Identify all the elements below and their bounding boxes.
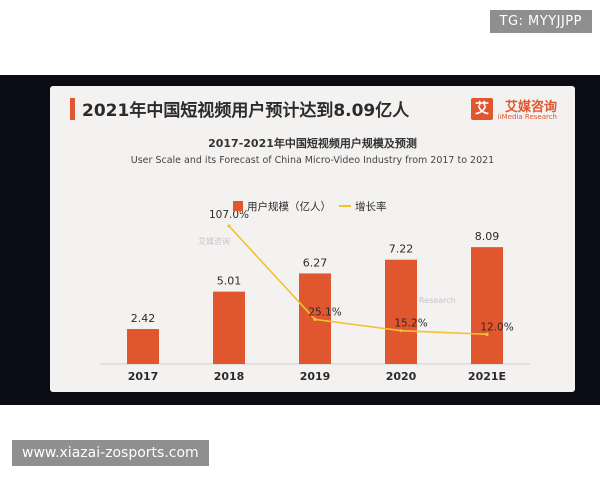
growth-rate-label: 12.0% [480, 321, 513, 333]
bar-2020 [385, 259, 417, 364]
x-tick-label: 2020 [386, 370, 417, 383]
bar-2017 [127, 329, 159, 364]
bar-value-label: 2.42 [131, 312, 156, 325]
growth-rate-line [228, 225, 488, 336]
website-badge: www.xiazai-zosports.com [12, 440, 209, 466]
growth-rate-label: 25.1% [308, 306, 341, 318]
chart-card: 2021年中国短视频用户预计达到8.09亿人 艾 艾媒咨询 iiMedia Re… [50, 86, 575, 392]
growth-point [227, 224, 231, 228]
brand-subtitle: iiMedia Research [497, 113, 557, 121]
growth-point [485, 332, 489, 336]
chart-title: 2017-2021年中国短视频用户规模及预测 [208, 137, 417, 150]
x-tick-label: 2021E [468, 370, 506, 383]
title-accent-bar [70, 98, 75, 120]
growth-point [399, 329, 403, 333]
x-tick-label: 2017 [128, 370, 159, 383]
page-title: 2021年中国短视频用户预计达到8.09亿人 [82, 101, 410, 121]
x-tick-label: 2019 [300, 370, 331, 383]
growth-point [313, 317, 317, 321]
chart-plot: 2.42 2017 5.01 2018 6.27 2019 7.22 2020 8.09 2021… [100, 200, 530, 383]
bar-value-label: 6.27 [303, 256, 328, 269]
legend-label-line: 增长率 [355, 200, 387, 213]
watermark-text: 艾媒咨询 [198, 237, 230, 246]
brand-name: 艾媒咨询 [504, 100, 557, 115]
bar-value-label: 5.01 [217, 275, 242, 288]
telegram-badge: TG: MYYJJPP [489, 10, 592, 33]
bar-2021E [471, 247, 503, 364]
x-tick-label: 2018 [214, 370, 245, 383]
bar-value-label: 8.09 [475, 230, 500, 243]
watermark-text: iiMedia Research [388, 296, 456, 305]
legend-label-bar: 用户规模（亿人） [247, 200, 331, 213]
growth-rate-label: 15.2% [394, 318, 427, 330]
bar-value-label: 7.22 [389, 243, 414, 256]
iimedia-logo-icon: 艾 [471, 98, 493, 120]
chart-subtitle: User Scale and its Forecast of China Mic… [130, 155, 495, 166]
bar-2018 [213, 291, 245, 364]
legend-swatch-bar [233, 201, 243, 211]
growth-rate-label: 107.0% [209, 209, 249, 221]
